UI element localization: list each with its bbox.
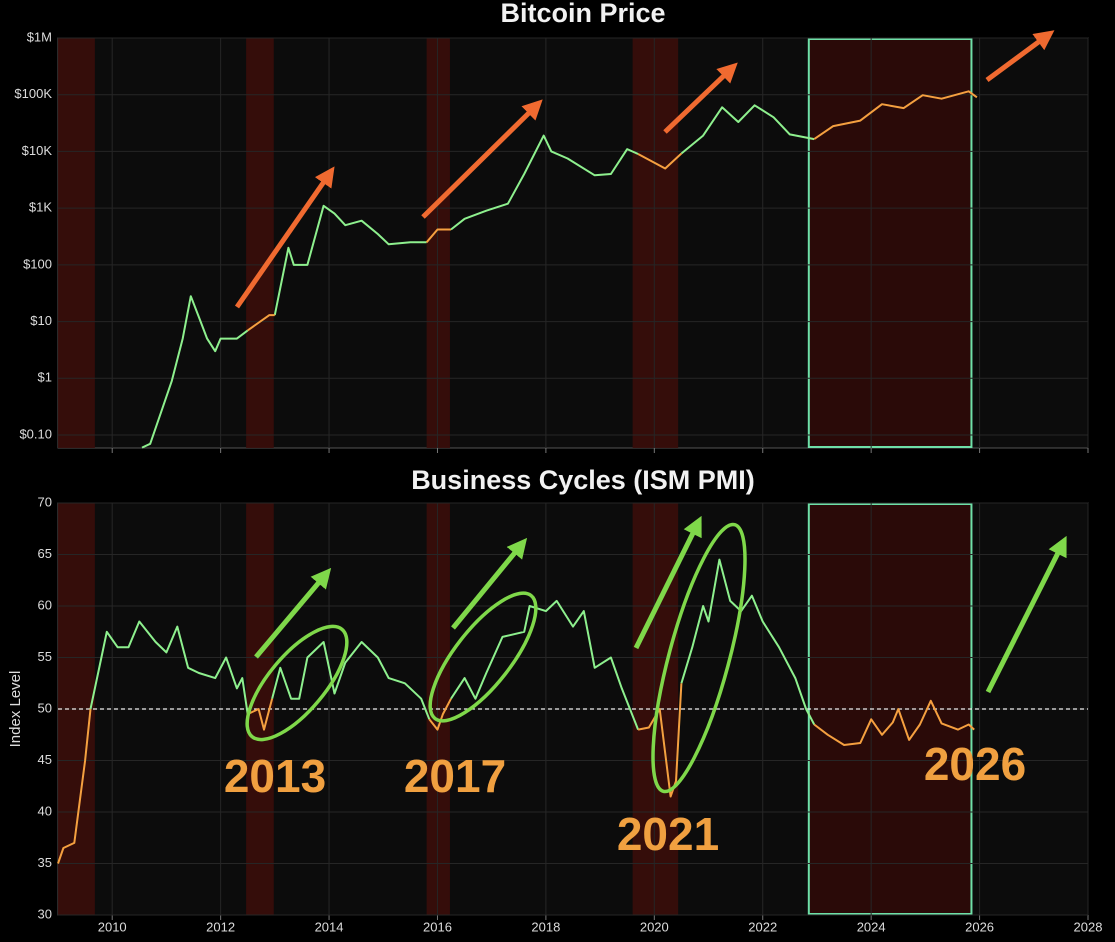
chart-title: Business Cycles (ISM PMI) [411,465,755,495]
trend-arrow [234,166,335,309]
y-tick-label: $10K [22,143,53,158]
y-tick-label: $1 [38,370,52,385]
y-tick-label: $1K [29,200,52,215]
series-line [247,90,978,332]
shaded-region [632,38,679,448]
annotation: 2021 [617,808,719,860]
trend-arrow [451,537,528,630]
trend-arrow [985,30,1055,83]
y-tick-label: 50 [38,700,52,715]
shaded-region [246,38,274,448]
y-tick-label: 65 [38,546,52,561]
x-tick-label: 2024 [857,919,886,934]
x-tick-label: 2010 [98,919,127,934]
x-tick-label: 2018 [531,919,560,934]
y-tick-label: $100K [14,86,52,101]
trend-arrow [633,515,702,650]
y-tick-label: 70 [38,494,52,509]
trend-arrow [421,99,543,219]
trend-arrow [254,567,332,659]
annotation: 2026 [924,738,1026,790]
y-tick-label: 45 [38,752,52,767]
y-tick-label: $10 [30,313,52,328]
x-tick-label: 2028 [1074,919,1103,934]
x-tick-label: 2020 [640,919,669,934]
y-tick-label: $1M [27,29,52,44]
x-tick-label: 2022 [748,919,777,934]
highlight-ellipse [245,624,349,742]
trend-arrow [663,62,738,134]
chart-title: Bitcoin Price [500,0,665,28]
trend-arrow [985,535,1067,694]
y-tick-label: 40 [38,803,52,818]
y-tick-label: 30 [38,906,52,921]
x-tick-label: 2014 [315,919,344,934]
y-axis-label: Index Level [7,671,24,748]
shaded-region [58,38,95,448]
x-tick-label: 2026 [965,919,994,934]
y-tick-label: $0.10 [19,426,52,441]
y-tick-label: 60 [38,597,52,612]
shaded-region [426,38,450,448]
highlight-ellipse [651,522,747,794]
x-tick-label: 2012 [206,919,235,934]
y-tick-label: 55 [38,649,52,664]
y-tick-label: 35 [38,855,52,870]
annotation: 2017 [404,750,506,802]
y-tick-label: $100 [23,256,52,271]
highlight-ellipse [428,591,538,723]
series-line [89,558,816,730]
annotation: 2013 [224,750,326,802]
series-line [141,104,815,449]
highlight-region [807,38,973,448]
x-tick-label: 2016 [423,919,452,934]
